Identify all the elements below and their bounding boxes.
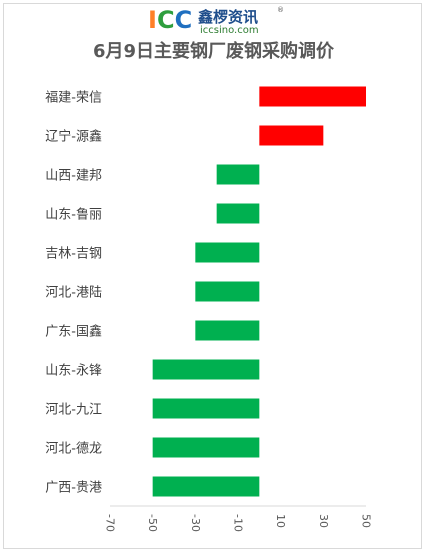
x-tick-label-5: 30 xyxy=(317,514,330,528)
category-label-6: 广东-国鑫 xyxy=(45,324,102,340)
category-label-9: 河北-德龙 xyxy=(45,442,102,457)
bar-1 xyxy=(259,125,324,146)
logo-letter-c2: C xyxy=(174,6,193,34)
bar-5 xyxy=(195,281,260,302)
bar-6 xyxy=(195,320,260,341)
chart-title: 6月9日主要钢厂废钢采购调价 xyxy=(92,41,335,62)
logo-letter-c1: C xyxy=(156,6,175,34)
x-tick-label-6: 50 xyxy=(360,514,373,528)
category-label-1: 辽宁-源鑫 xyxy=(45,129,102,145)
category-label-3: 山东-鲁丽 xyxy=(45,208,102,223)
logo-icc-text: ICC xyxy=(148,6,192,34)
category-label-8: 河北-九江 xyxy=(45,403,102,418)
logo-registered-mark: ® xyxy=(277,6,284,14)
bar-4 xyxy=(195,242,260,263)
logo-domain: iccsino.com xyxy=(200,25,259,36)
category-label-10: 广西-贵港 xyxy=(45,481,102,496)
category-label-5: 河北-港陆 xyxy=(45,285,102,301)
bar-9 xyxy=(152,437,260,458)
x-tick-label-3: -10 xyxy=(232,514,245,532)
category-label-0: 福建-荣信 xyxy=(45,91,102,106)
bar-10 xyxy=(152,476,260,497)
logo-cn-name: 鑫椤资讯 xyxy=(198,8,259,26)
category-label-2: 山西-建邦 xyxy=(45,169,102,184)
bar-8 xyxy=(152,398,260,419)
bar-3 xyxy=(216,203,260,224)
x-tick-label-2: -30 xyxy=(189,514,202,532)
bar-0 xyxy=(259,86,366,107)
x-tick-label-0: -70 xyxy=(104,514,117,532)
x-tick-label-4: 10 xyxy=(274,514,287,528)
category-label-7: 山东-永锋 xyxy=(45,364,102,379)
bar-2 xyxy=(216,164,260,185)
bar-7 xyxy=(152,359,260,380)
category-label-4: 吉林-吉钢 xyxy=(45,247,102,262)
chart-frame xyxy=(3,3,422,549)
logo-letter-i: I xyxy=(148,6,157,34)
x-tick-label-1: -50 xyxy=(146,514,159,532)
brand-logo: ICC 鑫椤资讯 iccsino.com ® xyxy=(148,6,288,38)
